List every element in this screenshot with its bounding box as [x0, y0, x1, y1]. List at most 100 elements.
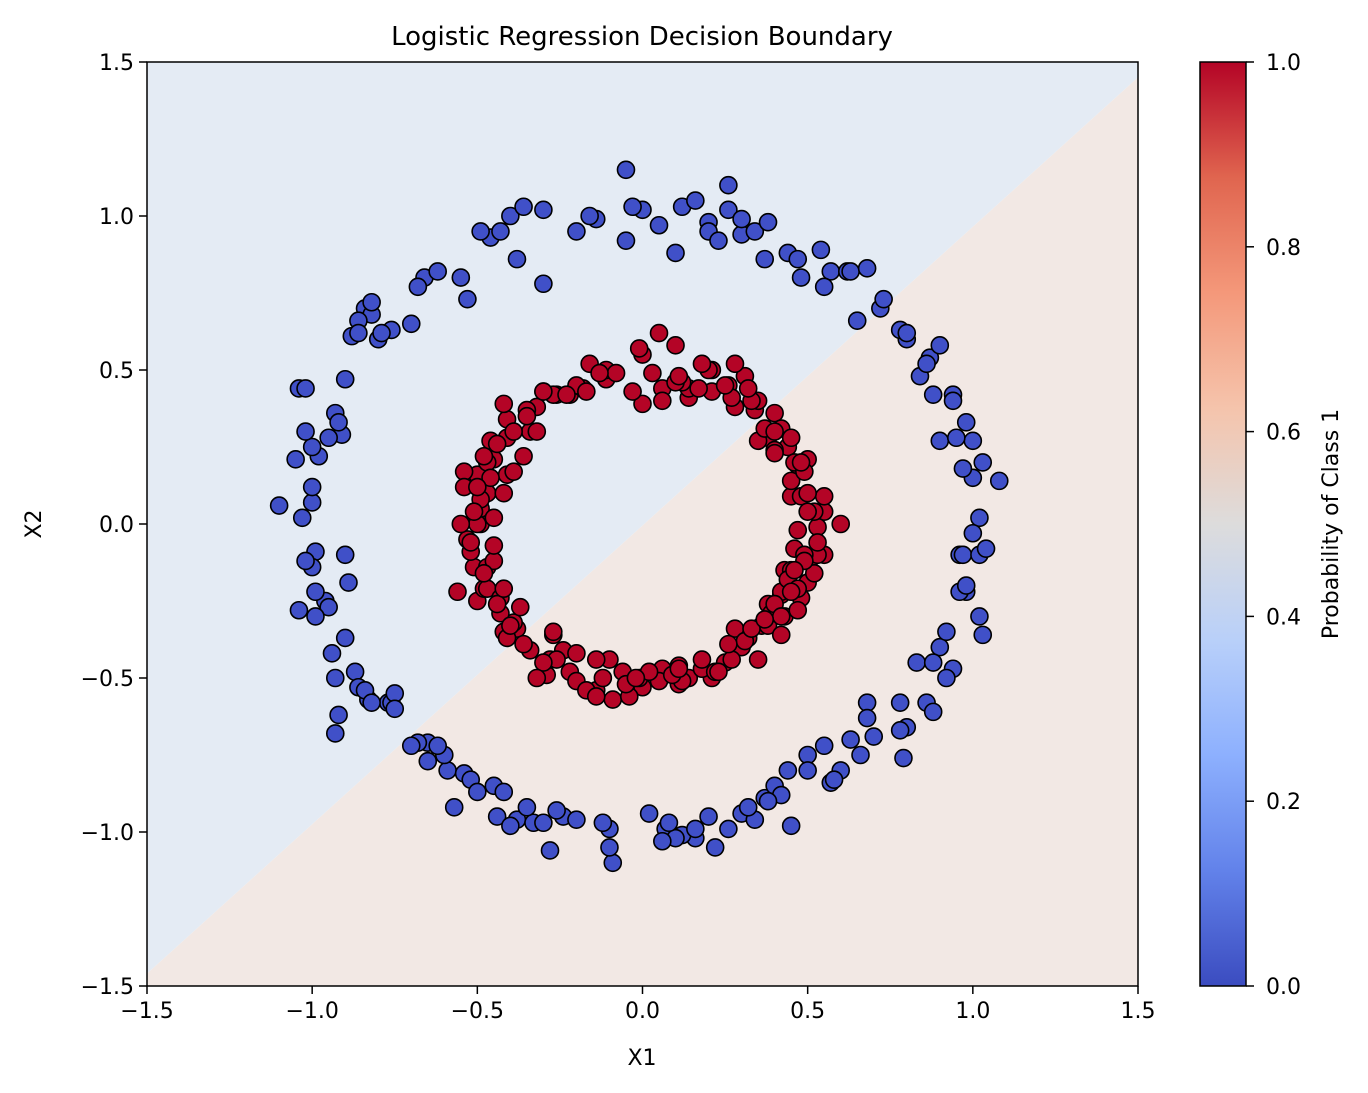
- data-point-class-0: [953, 545, 973, 565]
- data-point-class-1: [474, 563, 494, 583]
- data-point-class-0: [930, 336, 950, 355]
- data-point-class-0: [289, 600, 309, 620]
- data-point-class-1: [788, 520, 808, 540]
- data-point-class-0: [514, 197, 533, 217]
- data-point-class-1: [781, 582, 801, 602]
- data-point-class-1: [781, 428, 801, 448]
- data-point-class-0: [616, 160, 636, 180]
- data-point-class-0: [580, 206, 599, 226]
- x-tick-label: 0.0: [625, 999, 660, 1024]
- data-point-class-0: [917, 354, 936, 374]
- data-point-class-1: [623, 382, 642, 401]
- data-point-class-0: [923, 385, 943, 404]
- data-point-class-1: [722, 650, 741, 669]
- data-point-class-1: [715, 376, 735, 395]
- data-point-class-0: [296, 551, 315, 571]
- x-tick-label: 0.5: [790, 999, 825, 1024]
- data-point-class-0: [418, 751, 438, 771]
- data-point-class-0: [593, 813, 613, 833]
- colorbar-tick-label: 0.8: [1266, 236, 1301, 261]
- data-point-class-1: [626, 668, 646, 688]
- colorbar-label: Probability of Class 1: [1319, 409, 1344, 639]
- data-point-class-1: [814, 486, 834, 506]
- data-point-class-1: [448, 582, 467, 602]
- data-point-class-1: [534, 382, 553, 401]
- data-point-class-1: [468, 477, 487, 497]
- data-point-class-0: [296, 422, 315, 441]
- data-point-class-0: [302, 493, 322, 512]
- data-point-class-0: [709, 231, 728, 250]
- data-point-class-0: [930, 637, 950, 657]
- data-point-class-0: [963, 431, 983, 451]
- data-point-class-1: [606, 363, 626, 383]
- data-point-class-1: [474, 446, 494, 466]
- data-point-class-1: [514, 634, 533, 654]
- data-point-class-1: [798, 502, 817, 521]
- data-point-class-1: [771, 625, 791, 645]
- data-point-class-0: [292, 508, 312, 528]
- data-point-class-1: [577, 382, 596, 401]
- data-point-class-0: [738, 798, 758, 817]
- data-point-class-1: [653, 391, 672, 411]
- data-point-class-0: [814, 277, 834, 297]
- y-tick-label: 0.0: [99, 513, 134, 538]
- data-point-class-0: [322, 644, 342, 663]
- data-point-class-0: [372, 323, 391, 343]
- region-class-0: [147, 62, 1138, 974]
- data-point-class-1: [742, 619, 761, 639]
- data-point-class-0: [791, 268, 811, 287]
- data-point-class-0: [335, 369, 355, 389]
- data-point-class-0: [923, 653, 943, 672]
- colorbar-ticks: 0.0 0.2 0.4 0.6 0.8 1.0: [1246, 51, 1301, 1000]
- data-point-class-0: [547, 801, 566, 820]
- data-point-class-0: [329, 413, 348, 432]
- y-tick-label: −1.0: [81, 821, 134, 846]
- data-point-class-1: [586, 650, 606, 669]
- data-point-class-1: [781, 471, 801, 491]
- data-points: [269, 160, 1009, 873]
- data-point-class-0: [306, 582, 325, 602]
- data-point-class-0: [937, 668, 956, 688]
- data-point-class-0: [339, 573, 358, 592]
- data-point-class-0: [653, 831, 672, 851]
- colorbar-tick-label: 0.4: [1266, 605, 1301, 630]
- data-point-class-1: [804, 563, 824, 583]
- data-point-class-1: [771, 607, 791, 626]
- x-axis: −1.5 −1.0 −0.5 0.0 0.5 1.0 1.5: [120, 986, 1156, 1024]
- data-point-class-0: [451, 268, 471, 287]
- data-point-class-1: [808, 517, 827, 537]
- data-point-class-1: [586, 687, 606, 706]
- data-point-class-0: [841, 262, 860, 281]
- data-point-class-0: [943, 391, 963, 411]
- data-point-class-0: [335, 628, 355, 648]
- data-point-class-0: [649, 215, 669, 235]
- data-point-class-1: [514, 446, 533, 466]
- data-point-class-0: [963, 523, 983, 543]
- data-point-class-1: [517, 406, 537, 426]
- data-point-class-0: [973, 453, 993, 472]
- y-axis-title: X2: [22, 509, 47, 538]
- data-point-class-0: [897, 323, 917, 343]
- data-point-class-0: [325, 724, 345, 743]
- data-point-class-1: [643, 363, 662, 383]
- y-tick-label: 0.5: [99, 359, 134, 384]
- data-point-class-0: [814, 736, 834, 756]
- data-point-class-1: [567, 644, 586, 663]
- data-point-class-0: [976, 539, 996, 558]
- x-axis-title: X1: [627, 1046, 656, 1071]
- data-point-class-0: [821, 262, 841, 281]
- data-point-class-1: [692, 354, 712, 374]
- data-point-class-1: [504, 462, 523, 481]
- data-point-class-0: [719, 175, 738, 195]
- data-point-class-1: [557, 385, 576, 404]
- data-point-class-0: [970, 508, 989, 528]
- data-point-class-0: [401, 736, 421, 756]
- data-point-class-1: [748, 650, 768, 669]
- data-point-class-0: [907, 653, 926, 672]
- data-point-class-0: [345, 662, 365, 682]
- x-tick-label: −0.5: [451, 999, 504, 1024]
- data-point-class-1: [649, 323, 669, 343]
- data-point-class-0: [362, 292, 381, 312]
- data-point-class-0: [989, 471, 1009, 491]
- data-point-class-0: [894, 748, 913, 768]
